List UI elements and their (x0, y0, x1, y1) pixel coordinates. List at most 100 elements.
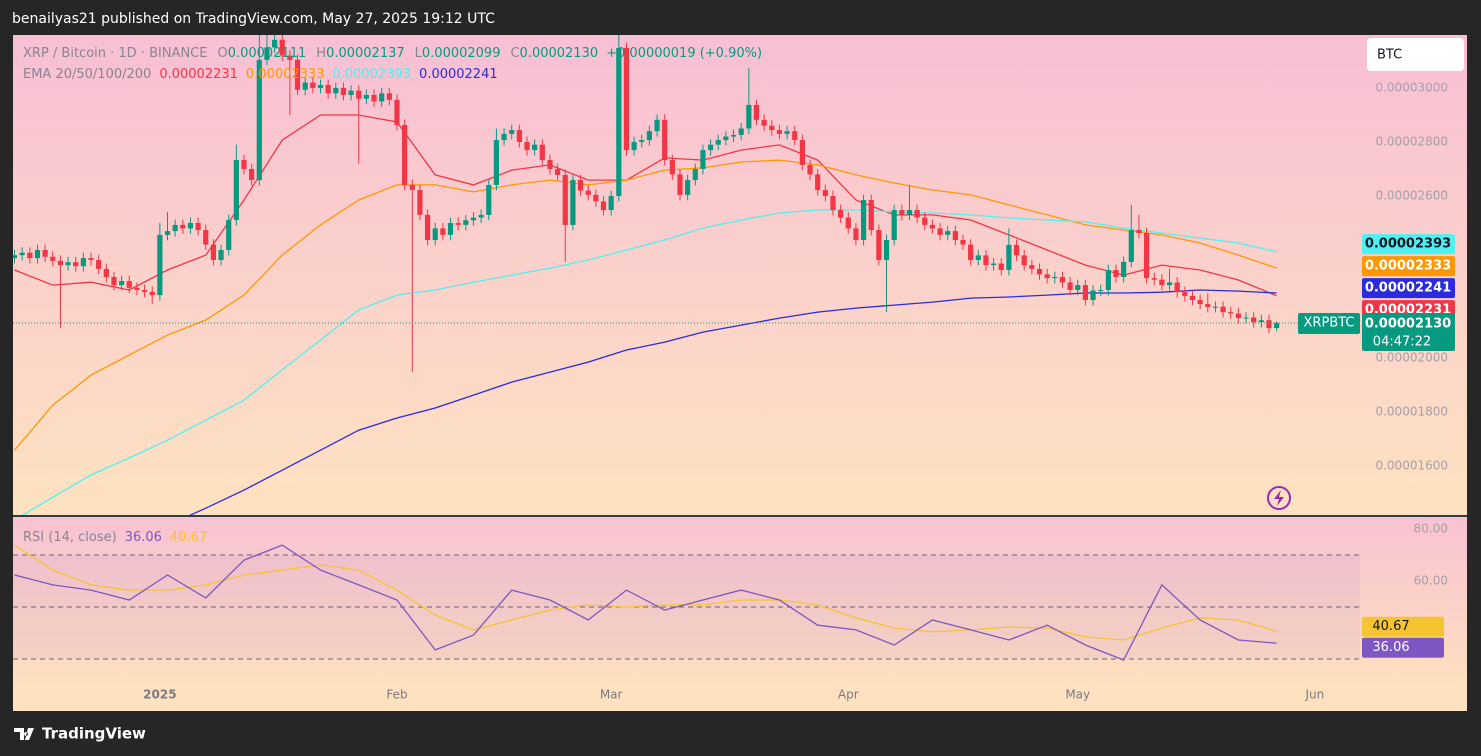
pane-separator (13, 515, 1467, 517)
candle-body (845, 217, 851, 229)
last-price-box (1362, 312, 1455, 351)
y-tick-label: 0.00003000 (1375, 80, 1448, 94)
currency-box[interactable] (1367, 38, 1464, 71)
x-tick-label: Mar (600, 688, 623, 702)
candle-body (1143, 232, 1150, 279)
candle-body (524, 141, 530, 151)
candle-body (799, 140, 805, 165)
candle-body (19, 252, 25, 256)
candle-body (478, 214, 484, 218)
candle-body (685, 180, 691, 195)
icon-ring[interactable] (1267, 486, 1291, 510)
candle-body (50, 256, 56, 261)
candle-body (394, 99, 400, 125)
candle-body (172, 224, 178, 232)
rsi-price-text: 36.06 (1372, 640, 1409, 655)
candle-body (830, 195, 836, 211)
candle-body (363, 94, 369, 99)
candle-body (662, 119, 668, 161)
candle-body (707, 144, 714, 151)
ema-line (14, 114, 1277, 297)
candle-body (547, 160, 553, 169)
candle-body (134, 287, 140, 290)
candle-body (1251, 317, 1257, 323)
candle-body (723, 136, 729, 141)
candle-body (600, 201, 607, 211)
candle-body (1212, 306, 1219, 308)
ema-value: 0.00002241 (419, 67, 498, 82)
candle-body (1189, 295, 1196, 300)
candle-body (1243, 317, 1249, 319)
legend-value: 0.00002130 (520, 46, 599, 61)
candle-body (310, 82, 316, 88)
candle-body (1013, 244, 1020, 256)
candle-body (470, 217, 477, 221)
candle-body (1082, 285, 1088, 300)
candle-body (463, 220, 469, 225)
price-pane (13, 35, 1467, 515)
candle-body (815, 174, 821, 191)
brand: TradingView (14, 725, 146, 743)
candle-body (776, 130, 783, 134)
candle-body (593, 194, 599, 202)
candle-body (960, 240, 966, 245)
candle-body (417, 190, 423, 215)
ema-price-text: 0.00002241 (1365, 281, 1451, 296)
candle-body (1105, 270, 1111, 290)
candle-body (509, 130, 515, 134)
ema-line (14, 159, 1277, 451)
candle-body (937, 228, 943, 235)
candle-body (945, 231, 951, 235)
legend-key: L (415, 46, 423, 61)
x-tick-label: Apr (838, 688, 859, 702)
candle-body (769, 125, 775, 131)
candle-body (73, 262, 79, 267)
candle-body (164, 231, 171, 235)
rsi-value: 40.67 (170, 530, 207, 545)
candle-body (899, 210, 905, 215)
legend-main: XRP / Bitcoin · 1D · BINANCE O0.00002111 H… (23, 46, 762, 61)
candle-body (111, 277, 117, 286)
candle-body (1036, 268, 1043, 275)
candle-body (348, 90, 354, 95)
candle-body (195, 223, 201, 231)
candle-body (608, 195, 614, 211)
rsi-plot (13, 544, 1360, 661)
candle-body (914, 210, 920, 218)
candle-body (486, 184, 492, 215)
currency[interactable]: BTC (1377, 48, 1402, 63)
candle-body (80, 258, 86, 267)
alert-icon[interactable] (1267, 486, 1291, 510)
candle-body (516, 130, 522, 142)
candle-body (555, 168, 561, 175)
candle-body (141, 289, 148, 292)
candle-body (692, 168, 698, 181)
candle-body (1159, 279, 1165, 286)
rsi-price-text: 40.67 (1372, 619, 1409, 634)
candle-body (891, 210, 897, 241)
candle-body (294, 59, 301, 90)
icon-bolt[interactable] (1274, 490, 1284, 506)
ticker: XRPBTC (1304, 315, 1355, 330)
candle-body (103, 268, 109, 278)
candle-body (1235, 313, 1241, 319)
candle-body (302, 82, 308, 90)
candle-body (1274, 322, 1280, 329)
candle-body (922, 217, 928, 225)
rsi-tick-label: 60.00 (1414, 573, 1448, 587)
candle-body (1174, 282, 1180, 293)
rsi-price-label (1362, 637, 1444, 658)
rsi-band-fill (13, 554, 1360, 659)
candle-body (13, 255, 18, 259)
candle-body (1136, 230, 1142, 233)
candle-body (210, 244, 217, 261)
candle-body (1059, 277, 1066, 283)
candle-body (532, 144, 538, 151)
y-tick-label: 0.00002000 (1375, 351, 1448, 365)
candle-body (577, 180, 584, 191)
time-axis (13, 685, 1467, 711)
candle-body (991, 263, 997, 266)
legend-ema: EMA 20/50/100/200 0.00002231 0.00002333 0.0… (23, 67, 498, 82)
candle-body (501, 133, 507, 141)
candle-body (119, 281, 125, 286)
